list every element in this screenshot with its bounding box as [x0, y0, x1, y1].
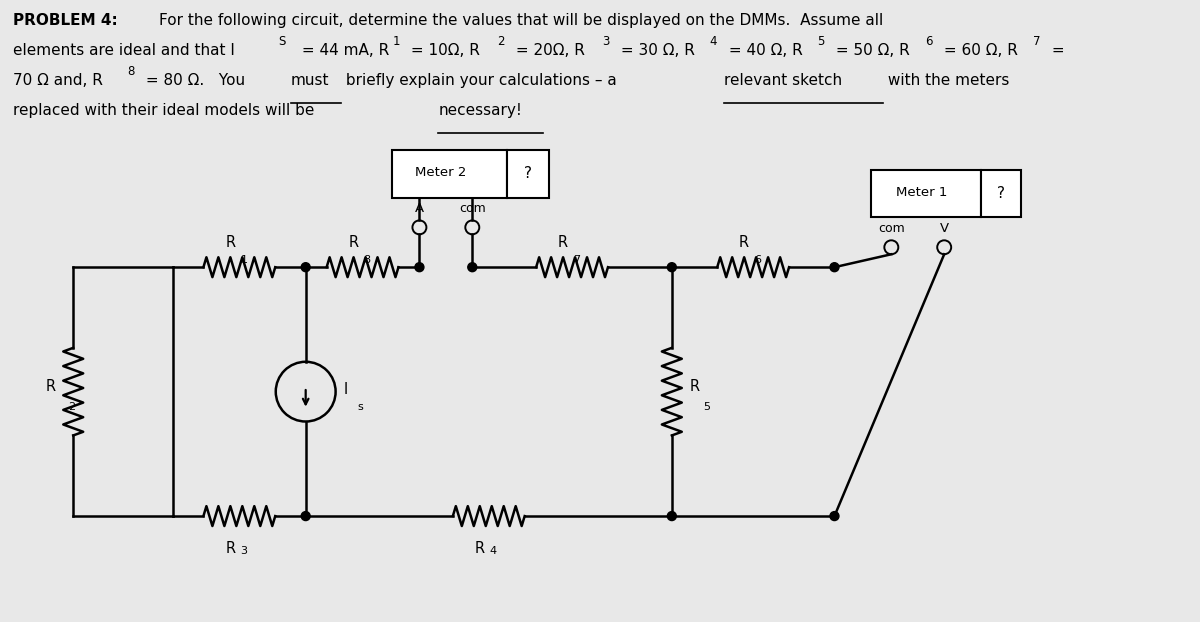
Text: com: com: [878, 223, 905, 235]
Bar: [508, 150, 550, 198]
Text: = 44 mA, R: = 44 mA, R: [296, 43, 389, 58]
Text: = 30 Ω, R: = 30 Ω, R: [616, 43, 695, 58]
Text: 2: 2: [497, 35, 505, 49]
Text: R: R: [226, 541, 235, 556]
Circle shape: [667, 262, 677, 272]
Text: = 10Ω, R: = 10Ω, R: [407, 43, 480, 58]
Bar: [871, 170, 982, 218]
Text: com: com: [458, 203, 486, 215]
Circle shape: [301, 262, 310, 272]
Text: A: A: [415, 203, 424, 215]
Circle shape: [415, 262, 424, 272]
Text: I: I: [343, 382, 348, 397]
Circle shape: [830, 262, 839, 272]
Text: Meter 2: Meter 2: [415, 166, 467, 179]
Text: 70 Ω and, R: 70 Ω and, R: [13, 73, 103, 88]
Circle shape: [830, 512, 839, 521]
Text: 4: 4: [490, 546, 497, 556]
Text: 2: 2: [68, 402, 76, 412]
Text: R: R: [558, 235, 568, 250]
Text: PROBLEM 4:: PROBLEM 4:: [13, 13, 118, 29]
Text: replaced with their ideal models will be: replaced with their ideal models will be: [13, 103, 319, 118]
Text: 7: 7: [1033, 35, 1040, 49]
Text: 3: 3: [240, 546, 247, 556]
Bar: [982, 170, 1021, 218]
Circle shape: [301, 512, 310, 521]
Text: S: S: [278, 35, 286, 49]
Text: 8: 8: [364, 255, 371, 265]
Text: ?: ?: [997, 186, 1006, 201]
Text: = 80 Ω.   You: = 80 Ω. You: [142, 73, 250, 88]
Text: = 40 Ω, R: = 40 Ω, R: [724, 43, 803, 58]
Circle shape: [667, 512, 677, 521]
Text: = 20Ω, R: = 20Ω, R: [511, 43, 586, 58]
Text: 1: 1: [392, 35, 400, 49]
Text: For the following circuit, determine the values that will be displayed on the DM: For the following circuit, determine the…: [160, 13, 883, 29]
Bar: [392, 150, 508, 198]
Text: relevant sketch: relevant sketch: [724, 73, 842, 88]
Text: with the meters: with the meters: [883, 73, 1009, 88]
Text: s: s: [358, 402, 364, 412]
Text: 5: 5: [817, 35, 824, 49]
Text: R: R: [475, 541, 485, 556]
Text: 8: 8: [127, 65, 134, 78]
Text: 1: 1: [240, 255, 247, 265]
Text: V: V: [940, 223, 949, 235]
Text: 3: 3: [602, 35, 610, 49]
Text: elements are ideal and that I: elements are ideal and that I: [13, 43, 235, 58]
Text: R: R: [690, 379, 700, 394]
Text: 7: 7: [574, 255, 580, 265]
Text: necessary!: necessary!: [438, 103, 522, 118]
Text: = 50 Ω, R: = 50 Ω, R: [832, 43, 911, 58]
Text: must: must: [290, 73, 329, 88]
Text: R: R: [226, 235, 235, 250]
Text: 6: 6: [754, 255, 761, 265]
Circle shape: [468, 262, 476, 272]
Text: Meter 1: Meter 1: [896, 186, 948, 199]
Text: =: =: [1046, 43, 1064, 58]
Text: 5: 5: [703, 402, 709, 412]
Text: 4: 4: [709, 35, 718, 49]
Text: = 60 Ω, R: = 60 Ω, R: [940, 43, 1018, 58]
Text: R: R: [46, 379, 55, 394]
Text: 6: 6: [925, 35, 932, 49]
Text: R: R: [739, 235, 749, 250]
Text: ?: ?: [524, 166, 532, 181]
Text: R: R: [348, 235, 359, 250]
Text: briefly explain your calculations – a: briefly explain your calculations – a: [341, 73, 622, 88]
